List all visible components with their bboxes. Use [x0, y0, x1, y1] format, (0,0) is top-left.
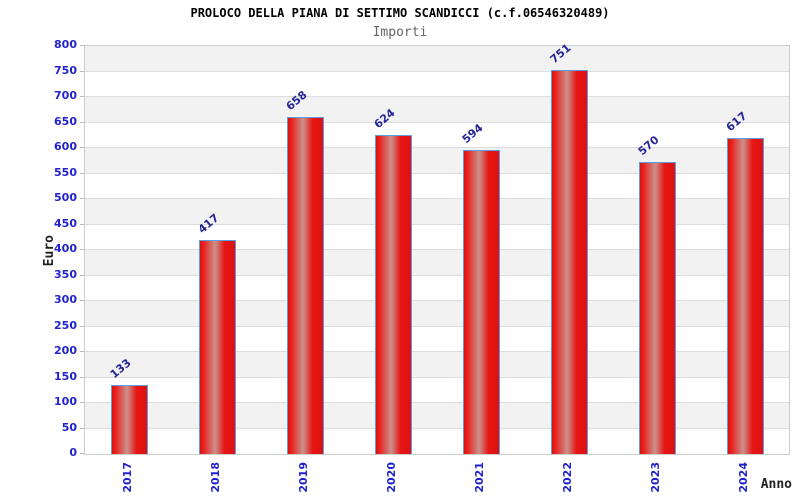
- x-axis-title: Anno: [760, 477, 792, 492]
- y-tick-mark: [80, 300, 84, 301]
- y-tick-label: 550: [54, 165, 77, 179]
- y-tick-mark: [80, 45, 84, 46]
- y-tick-mark: [80, 147, 84, 148]
- y-tick-mark: [80, 351, 84, 352]
- x-tick-label: 2023: [649, 462, 662, 493]
- y-tick-mark: [80, 325, 84, 327]
- y-tick-mark: [80, 249, 84, 250]
- y-tick-label: 50: [61, 420, 77, 434]
- y-tick-label: 400: [54, 242, 77, 255]
- x-tick-label: 2019: [297, 462, 310, 493]
- y-tick-label: 650: [54, 114, 77, 128]
- gridline: [85, 427, 789, 429]
- y-tick-mark: [80, 96, 84, 97]
- y-tick-label: 500: [54, 191, 77, 204]
- x-tick-label: 2021: [473, 462, 486, 493]
- plot-band: [85, 148, 789, 174]
- x-tick-label: 2024: [737, 462, 750, 493]
- gridline: [85, 376, 789, 378]
- chart-title: PROLOCO DELLA PIANA DI SETTIMO SCANDICCI…: [190, 6, 610, 20]
- bar: [462, 150, 500, 454]
- bar: [550, 70, 588, 454]
- x-tick-label: 2018: [209, 462, 222, 493]
- y-tick-label: 750: [54, 63, 77, 77]
- plot-band: [85, 71, 789, 97]
- plot-band: [85, 46, 789, 72]
- y-tick-mark: [80, 274, 84, 276]
- bar: [726, 138, 764, 454]
- gridline: [85, 351, 789, 352]
- bar: [110, 385, 148, 454]
- bar: [374, 134, 412, 454]
- gridline: [85, 325, 789, 327]
- y-tick-label: 150: [54, 369, 77, 383]
- plot-band: [85, 250, 789, 276]
- chart-subtitle: Importi: [372, 25, 428, 40]
- plot-band: [85, 301, 789, 327]
- x-tick-label: 2020: [385, 462, 398, 493]
- plot-band: [85, 97, 789, 123]
- y-tick-mark: [80, 172, 84, 174]
- gridline: [85, 300, 789, 301]
- plot-band: [85, 199, 789, 225]
- gridline: [85, 70, 789, 72]
- y-tick-label: 350: [54, 267, 77, 281]
- gridline: [85, 172, 789, 174]
- y-tick-mark: [80, 376, 84, 378]
- gridline: [85, 147, 789, 148]
- y-tick-label: 0: [69, 446, 77, 459]
- plot-band: [85, 122, 789, 148]
- plot-band: [85, 173, 789, 199]
- plot-band: [85, 224, 789, 250]
- y-tick-mark: [80, 223, 84, 225]
- y-tick-mark: [80, 198, 84, 199]
- y-tick-mark: [80, 70, 84, 72]
- y-tick-label: 600: [54, 140, 77, 153]
- y-tick-label: 300: [54, 293, 77, 306]
- plot-band: [85, 326, 789, 352]
- y-tick-mark: [80, 402, 84, 403]
- y-tick-label: 700: [54, 89, 77, 102]
- y-tick-label: 200: [54, 344, 77, 357]
- gridline: [85, 96, 789, 97]
- plot-band: [85, 403, 789, 429]
- y-tick-mark: [80, 453, 84, 454]
- y-tick-label: 450: [54, 216, 77, 230]
- gridline: [85, 274, 789, 276]
- x-tick-label: 2022: [561, 462, 574, 493]
- y-tick-label: 100: [54, 395, 77, 408]
- plot-band: [85, 275, 789, 301]
- bar: [638, 162, 676, 454]
- plot-area: 133 417 658 624 594 751 570 617: [84, 41, 790, 455]
- y-tick-label: 250: [54, 318, 77, 332]
- plot-band: [85, 352, 789, 378]
- gridline: [85, 198, 789, 199]
- plot-band: [85, 428, 789, 454]
- bar: [286, 117, 324, 454]
- gridline: [85, 249, 789, 250]
- plot-band: [85, 377, 789, 403]
- gridline: [85, 402, 789, 403]
- bar: [198, 240, 236, 454]
- y-tick-label: 800: [54, 38, 77, 51]
- gridline: [85, 121, 789, 123]
- x-tick-label: 2017: [121, 462, 134, 493]
- gridline: [85, 223, 789, 225]
- y-tick-mark: [80, 427, 84, 429]
- y-tick-mark: [80, 121, 84, 123]
